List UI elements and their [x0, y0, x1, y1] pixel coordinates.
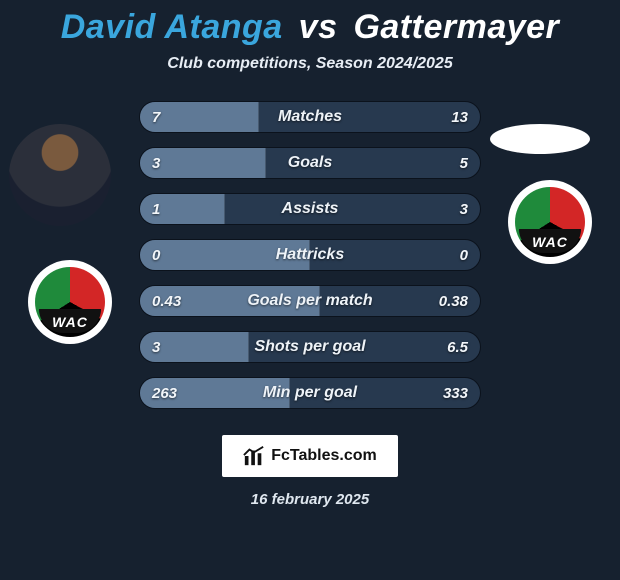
stat-value-right: 6.5	[447, 332, 468, 362]
stat-label: Hattricks	[140, 240, 480, 270]
stat-label: Goals per match	[140, 286, 480, 316]
stat-value-right: 13	[451, 102, 468, 132]
club-badge-right: WAC	[508, 180, 592, 264]
stat-row: 0.43Goals per match0.38	[139, 285, 481, 317]
stat-value-right: 0.38	[439, 286, 468, 316]
stat-label: Min per goal	[140, 378, 480, 408]
club-badge-left: WAC	[28, 260, 112, 344]
page-title: David Atanga vs Gattermayer	[0, 8, 620, 47]
stats-list: 7Matches133Goals51Assists30Hattricks00.4…	[139, 101, 481, 409]
stat-row: 3Goals5	[139, 147, 481, 179]
brand-box[interactable]: FcTables.com	[222, 435, 398, 477]
stat-value-right: 0	[460, 240, 468, 270]
stat-row: 0Hattricks0	[139, 239, 481, 271]
stat-label: Assists	[140, 194, 480, 224]
title-vs: vs	[299, 8, 338, 46]
stat-value-right: 5	[460, 148, 468, 178]
stat-label: Matches	[140, 102, 480, 132]
stat-row: 7Matches13	[139, 101, 481, 133]
date-line: 16 february 2025	[0, 491, 620, 508]
club-badge-left-text: WAC	[28, 314, 112, 330]
chart-icon	[243, 445, 265, 467]
comparison-card: David Atanga vs Gattermayer Club competi…	[0, 0, 620, 580]
player2-photo	[490, 124, 590, 154]
title-player2: Gattermayer	[353, 8, 559, 46]
stat-row: 263Min per goal333	[139, 377, 481, 409]
club-badge-right-text: WAC	[508, 234, 592, 250]
brand-text: FcTables.com	[271, 447, 377, 465]
stat-label: Goals	[140, 148, 480, 178]
stat-label: Shots per goal	[140, 332, 480, 362]
stat-value-right: 333	[443, 378, 468, 408]
stat-row: 3Shots per goal6.5	[139, 331, 481, 363]
title-player1: David Atanga	[61, 8, 283, 46]
player1-photo	[9, 124, 111, 226]
stat-value-right: 3	[460, 194, 468, 224]
subtitle: Club competitions, Season 2024/2025	[0, 55, 620, 73]
stat-row: 1Assists3	[139, 193, 481, 225]
